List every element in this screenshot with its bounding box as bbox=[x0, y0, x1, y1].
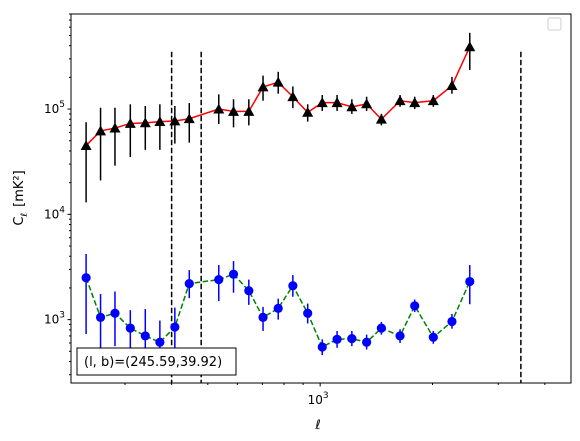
series-2-marker-25 bbox=[465, 276, 475, 287]
series-1-marker-7 bbox=[169, 115, 181, 126]
y-axis-label-unit: [mK²] bbox=[12, 170, 27, 207]
x-axis-label: ℓ bbox=[314, 418, 320, 433]
series-1-marker-5 bbox=[139, 117, 151, 128]
y-tick-label-3-exponent: 5 bbox=[59, 100, 65, 110]
series-1-marker-1 bbox=[80, 140, 92, 150]
series-1-marker-12 bbox=[257, 81, 269, 92]
series-1-marker-25 bbox=[464, 41, 476, 52]
y-axis-label-main: C bbox=[12, 217, 27, 226]
coordinate-annotation: (l, b)=(245.59,39.92) bbox=[76, 347, 237, 376]
series-1-marker-9 bbox=[213, 103, 225, 114]
series-2-marker-23 bbox=[428, 332, 438, 342]
series-1 bbox=[80, 32, 476, 203]
y-tick-label-1: 103 bbox=[44, 311, 65, 327]
series-2-marker-20 bbox=[376, 323, 386, 333]
x-tick-label-1-exponent: 3 bbox=[323, 391, 329, 401]
series-2-marker-12 bbox=[258, 312, 268, 322]
series-2-marker-21 bbox=[395, 331, 405, 341]
series-1-marker-3 bbox=[109, 122, 121, 133]
series-1-marker-14 bbox=[287, 91, 299, 102]
series-2-marker-14 bbox=[288, 281, 298, 291]
series-2-marker-4 bbox=[125, 323, 135, 333]
series-2-marker-11 bbox=[244, 286, 254, 296]
series-1-marker-16 bbox=[316, 97, 328, 108]
series-1-marker-21 bbox=[394, 95, 406, 106]
series-2-marker-10 bbox=[228, 269, 239, 279]
series-1-marker-20 bbox=[375, 113, 387, 124]
series-1-marker-24 bbox=[446, 80, 458, 91]
y-axis-label-sub: ℓ bbox=[20, 213, 30, 218]
series-2-marker-19 bbox=[362, 337, 372, 347]
series-1-marker-8 bbox=[183, 113, 195, 124]
y-tick-label-1-base: 10 bbox=[44, 313, 59, 327]
series-1-marker-19 bbox=[361, 98, 373, 109]
series-1-marker-6 bbox=[154, 116, 166, 127]
series-1-marker-2 bbox=[95, 125, 107, 136]
series-1-marker-4 bbox=[124, 117, 136, 128]
x-tick-label-1: 103 bbox=[308, 391, 329, 407]
y-axis-label: Cℓ [mK²] bbox=[12, 170, 30, 225]
series-1-marker-13 bbox=[272, 76, 284, 87]
series-2-marker-7 bbox=[170, 322, 180, 332]
series-1-marker-10 bbox=[228, 105, 240, 116]
y-tick-label-3: 105 bbox=[44, 100, 65, 116]
series-1-marker-11 bbox=[243, 105, 255, 116]
series-2-marker-13 bbox=[273, 303, 283, 313]
series-2-marker-9 bbox=[214, 274, 224, 285]
series-2-marker-1 bbox=[81, 273, 91, 283]
y-tick-label-2-base: 10 bbox=[44, 207, 59, 221]
y-tick-label-3-base: 10 bbox=[44, 102, 59, 116]
annotation-text: (l, b)=(245.59,39.92) bbox=[84, 355, 222, 370]
series-1-marker-17 bbox=[331, 97, 343, 108]
series-2-marker-6 bbox=[155, 337, 165, 347]
series-2-marker-3 bbox=[110, 308, 120, 318]
legend-box bbox=[547, 17, 562, 31]
y-tick-label-2-exponent: 4 bbox=[59, 205, 65, 215]
y-tick-label-1-exponent: 3 bbox=[59, 311, 65, 321]
series-1-marker-23 bbox=[427, 95, 439, 106]
y-tick-label-2: 104 bbox=[44, 205, 65, 221]
series-2-marker-24 bbox=[447, 316, 457, 327]
series-2-marker-2 bbox=[95, 312, 106, 322]
series-2-marker-15 bbox=[303, 308, 313, 318]
series-2-marker-16 bbox=[317, 342, 327, 352]
plot-frame bbox=[70, 13, 572, 384]
annotation-box bbox=[76, 347, 237, 376]
series-2-marker-17 bbox=[332, 334, 342, 344]
series-1-marker-15 bbox=[302, 106, 314, 117]
series-2-marker-8 bbox=[184, 278, 194, 289]
series-2-marker-5 bbox=[140, 331, 150, 341]
series-2-marker-22 bbox=[410, 301, 420, 311]
x-tick-label-1-base: 10 bbox=[308, 393, 323, 407]
series-1-marker-18 bbox=[346, 101, 358, 112]
series-2-marker-18 bbox=[347, 334, 357, 344]
series-1-marker-22 bbox=[409, 97, 421, 108]
